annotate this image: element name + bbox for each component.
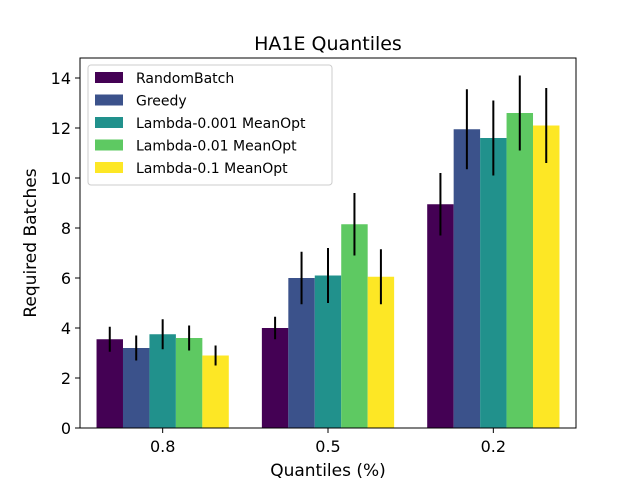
y-tick-label: 8 <box>61 219 71 238</box>
x-tick-label: 0.2 <box>481 437 506 456</box>
bar-lambda-0-01-meanopt-0.8 <box>175 338 203 428</box>
x-tick-label: 0.8 <box>150 437 175 456</box>
y-tick-label: 0 <box>61 419 71 438</box>
chart-title: HA1E Quantiles <box>254 33 402 55</box>
y-tick-label: 12 <box>51 119 71 138</box>
bar-lambda-0-001-meanopt-0.8 <box>149 334 176 428</box>
legend-swatch <box>95 117 123 128</box>
bar-randombatch-0.2 <box>427 204 454 428</box>
error-bars-layer <box>108 75 548 366</box>
bar-greedy-0.8 <box>122 348 150 428</box>
legend-label: Lambda-0.001 MeanOpt <box>136 116 306 132</box>
legend-swatch <box>95 139 123 151</box>
y-axis: 0 2 4 6 8 10 12 14 <box>51 69 80 438</box>
y-tick-label: 6 <box>61 269 71 288</box>
bar-lambda-0-1-meanopt-0.2 <box>533 125 560 428</box>
x-axis-label: Quantiles (%) <box>270 461 386 480</box>
bar-lambda-0-1-meanopt-0.8 <box>202 355 229 428</box>
y-tick-label: 10 <box>51 169 71 188</box>
legend-label: Greedy <box>136 94 187 110</box>
y-tick-label: 4 <box>61 319 71 338</box>
legend: RandomBatch Greedy Lambda-0.001 MeanOpt Lam… <box>87 64 333 186</box>
legend-frame <box>87 64 333 186</box>
bars-layer <box>96 113 560 428</box>
y-axis-label: Required Batches <box>21 168 41 317</box>
legend-label: Lambda-0.1 MeanOpt <box>136 161 288 177</box>
bar-randombatch-0.5 <box>261 328 289 428</box>
bar-greedy-0.2 <box>453 129 481 428</box>
bar-lambda-0-01-meanopt-0.5 <box>341 224 368 428</box>
y-tick-label: 14 <box>51 69 71 88</box>
bar-lambda-0-01-meanopt-0.2 <box>506 113 534 428</box>
legend-swatch <box>95 72 123 83</box>
bar-lambda-0-001-meanopt-0.2 <box>480 138 507 428</box>
bar-randombatch-0.8 <box>96 339 123 428</box>
legend-label: RandomBatch <box>136 71 234 87</box>
x-axis: 0.8 0.5 0.2 <box>150 428 506 456</box>
legend-swatch <box>95 94 123 106</box>
legend-swatch <box>95 162 123 173</box>
y-tick-label: 2 <box>61 369 71 388</box>
x-tick-label: 0.5 <box>315 437 340 456</box>
legend-label: Lambda-0.01 MeanOpt <box>136 139 297 155</box>
